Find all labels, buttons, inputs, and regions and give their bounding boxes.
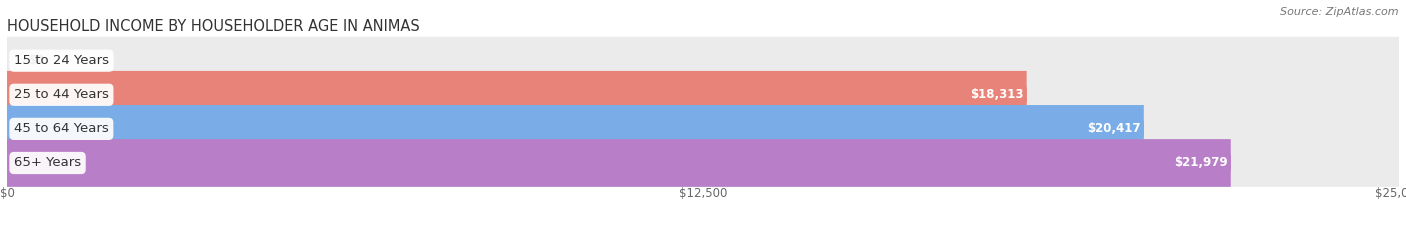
FancyBboxPatch shape xyxy=(7,37,1399,85)
FancyBboxPatch shape xyxy=(7,105,1399,153)
Text: 45 to 64 Years: 45 to 64 Years xyxy=(14,122,108,135)
FancyBboxPatch shape xyxy=(7,71,1026,119)
FancyBboxPatch shape xyxy=(7,71,1399,119)
Text: HOUSEHOLD INCOME BY HOUSEHOLDER AGE IN ANIMAS: HOUSEHOLD INCOME BY HOUSEHOLDER AGE IN A… xyxy=(7,19,420,34)
Text: $21,979: $21,979 xyxy=(1174,157,1227,169)
Text: 15 to 24 Years: 15 to 24 Years xyxy=(14,54,110,67)
Text: $18,313: $18,313 xyxy=(970,88,1024,101)
Text: $20,417: $20,417 xyxy=(1087,122,1142,135)
Text: Source: ZipAtlas.com: Source: ZipAtlas.com xyxy=(1281,7,1399,17)
FancyBboxPatch shape xyxy=(7,105,1144,153)
Text: 25 to 44 Years: 25 to 44 Years xyxy=(14,88,108,101)
FancyBboxPatch shape xyxy=(7,139,1399,187)
Text: $0: $0 xyxy=(28,54,44,67)
Text: 65+ Years: 65+ Years xyxy=(14,157,82,169)
FancyBboxPatch shape xyxy=(7,139,1230,187)
